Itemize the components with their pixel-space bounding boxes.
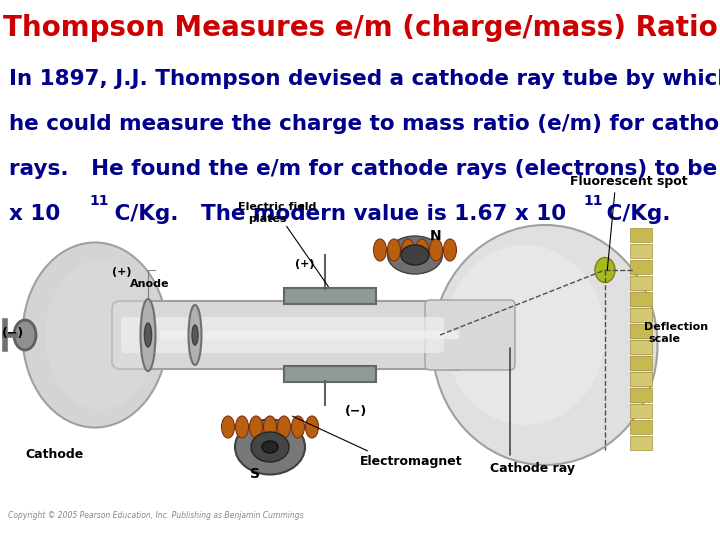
Text: In 1897, J.J. Thompson devised a cathode ray tube by which: In 1897, J.J. Thompson devised a cathode…	[9, 69, 720, 89]
Ellipse shape	[235, 416, 248, 438]
Ellipse shape	[387, 236, 443, 274]
Text: 11: 11	[89, 194, 109, 208]
Ellipse shape	[445, 245, 605, 425]
Text: N: N	[430, 229, 441, 243]
Ellipse shape	[374, 239, 387, 261]
Text: Thompson Measures e/m (charge/mass) Ratio: Thompson Measures e/m (charge/mass) Rati…	[3, 14, 717, 42]
Text: (+): (+)	[295, 259, 315, 269]
Ellipse shape	[235, 420, 305, 475]
Ellipse shape	[145, 323, 151, 347]
Text: Anode: Anode	[130, 279, 169, 289]
FancyBboxPatch shape	[630, 292, 652, 306]
Text: Electric field: Electric field	[238, 202, 316, 212]
Text: (+): (+)	[112, 267, 132, 277]
Ellipse shape	[250, 416, 263, 438]
Text: plates: plates	[248, 214, 287, 224]
Ellipse shape	[415, 239, 428, 261]
Text: Cathode: Cathode	[25, 448, 84, 461]
FancyBboxPatch shape	[425, 300, 515, 370]
Ellipse shape	[222, 416, 235, 438]
FancyBboxPatch shape	[630, 388, 652, 402]
FancyBboxPatch shape	[630, 356, 652, 370]
FancyBboxPatch shape	[284, 366, 376, 382]
Ellipse shape	[251, 432, 289, 462]
Ellipse shape	[292, 416, 305, 438]
FancyBboxPatch shape	[630, 340, 652, 354]
Ellipse shape	[433, 225, 657, 465]
Text: he could measure the charge to mass ratio (e/m) for cathode: he could measure the charge to mass rati…	[9, 114, 720, 134]
Ellipse shape	[430, 239, 443, 261]
Ellipse shape	[192, 325, 198, 345]
Text: Copyright © 2005 Pearson Education, Inc. Publishing as Benjamin Cummings: Copyright © 2005 Pearson Education, Inc.…	[8, 511, 304, 520]
Ellipse shape	[387, 239, 400, 261]
Ellipse shape	[595, 258, 615, 282]
FancyBboxPatch shape	[630, 324, 652, 338]
Text: (−): (−)	[345, 405, 367, 418]
Text: C/Kg.: C/Kg.	[599, 204, 670, 224]
Ellipse shape	[45, 260, 155, 410]
FancyBboxPatch shape	[284, 288, 376, 304]
FancyBboxPatch shape	[630, 228, 652, 242]
FancyBboxPatch shape	[630, 420, 652, 434]
Ellipse shape	[444, 239, 456, 261]
Text: Deflection: Deflection	[644, 322, 708, 332]
Ellipse shape	[277, 416, 290, 438]
Text: Cathode ray: Cathode ray	[490, 462, 575, 475]
Ellipse shape	[262, 441, 278, 453]
Ellipse shape	[401, 245, 429, 265]
Text: x 10: x 10	[9, 204, 68, 224]
Text: C/Kg.   The modern value is 1.67 x 10: C/Kg. The modern value is 1.67 x 10	[107, 204, 566, 224]
FancyBboxPatch shape	[630, 372, 652, 386]
FancyBboxPatch shape	[630, 244, 652, 258]
Text: Fluorescent spot: Fluorescent spot	[570, 175, 688, 188]
Ellipse shape	[402, 239, 415, 261]
Ellipse shape	[189, 305, 202, 365]
Text: scale: scale	[648, 334, 680, 344]
Text: S: S	[250, 467, 260, 481]
Text: 11: 11	[583, 194, 603, 208]
Ellipse shape	[22, 242, 168, 428]
FancyBboxPatch shape	[630, 436, 652, 450]
FancyBboxPatch shape	[630, 260, 652, 274]
Ellipse shape	[264, 416, 276, 438]
FancyBboxPatch shape	[121, 317, 444, 353]
Ellipse shape	[14, 320, 36, 350]
FancyBboxPatch shape	[630, 308, 652, 322]
Ellipse shape	[305, 416, 318, 438]
Ellipse shape	[140, 299, 156, 371]
FancyBboxPatch shape	[630, 276, 652, 290]
Text: (−): (−)	[2, 327, 24, 340]
Text: rays.   He found the e/m for cathode rays (electrons) to be 1.3: rays. He found the e/m for cathode rays …	[9, 159, 720, 179]
Text: Electromagnet: Electromagnet	[360, 455, 463, 468]
FancyBboxPatch shape	[630, 404, 652, 418]
FancyBboxPatch shape	[112, 301, 448, 369]
